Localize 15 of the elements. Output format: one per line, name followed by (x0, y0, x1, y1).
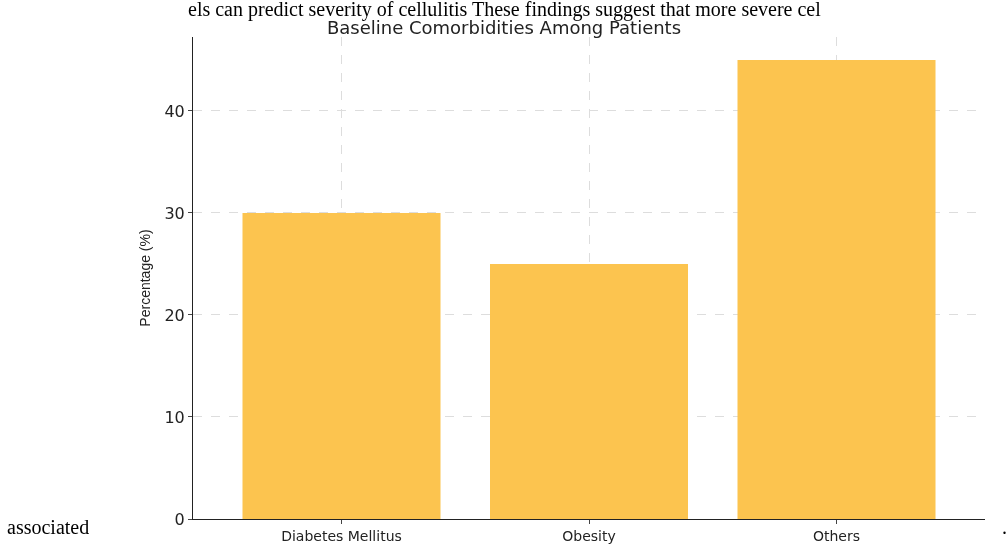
text: els can predict severity of cellulitis These findings suggest that more severe cel (188, 0, 822, 21)
y-axis-title: Percentage (%) (137, 229, 154, 327)
bar (242, 212, 441, 519)
y-tick-label: 40 (164, 101, 185, 121)
x-tick-label: Obesity (562, 527, 616, 544)
bar (737, 59, 936, 519)
y-tick-label: 0 (174, 509, 185, 529)
x-tick-label: Diabetes Mellitus (281, 527, 402, 544)
text: . (1002, 516, 1007, 538)
text: associated (7, 516, 90, 538)
y-tick-label: 30 (164, 203, 185, 223)
y-tick-label: 10 (164, 407, 185, 427)
y-tick-label: 20 (164, 305, 185, 325)
x-tick-label: Others (812, 527, 861, 544)
bar (490, 263, 688, 519)
